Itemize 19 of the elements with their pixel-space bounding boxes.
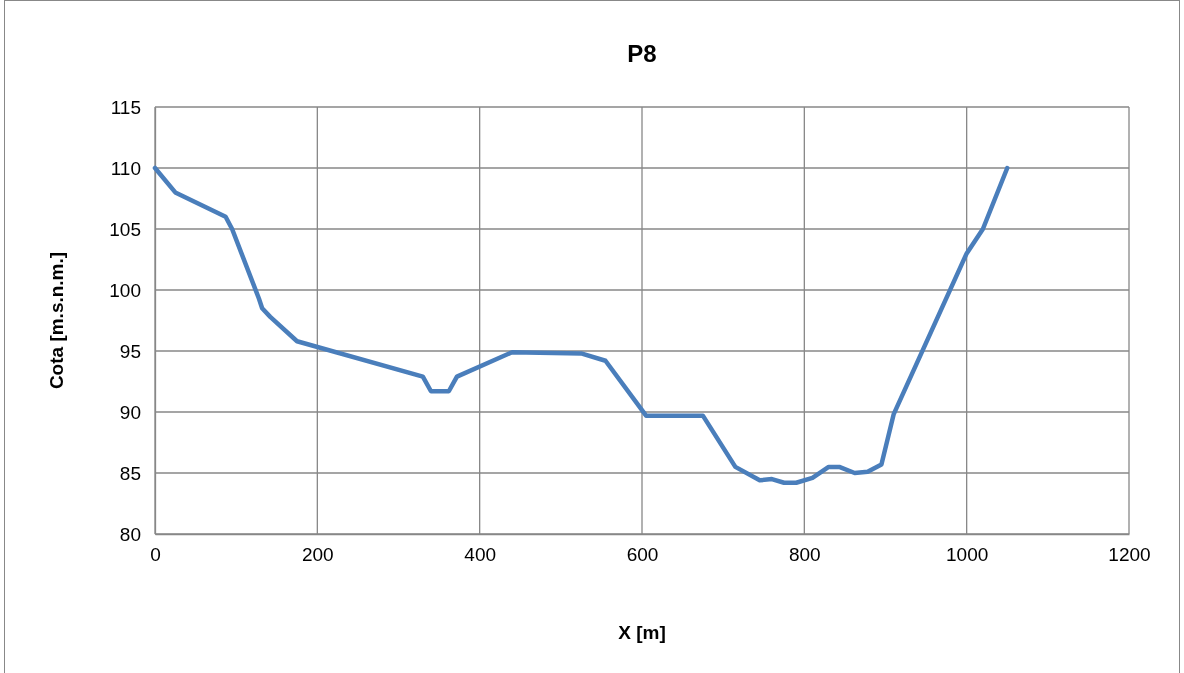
- y-tick-label: 95: [119, 340, 141, 362]
- x-tick-label: 400: [464, 544, 497, 566]
- x-tick-label: 0: [150, 544, 161, 566]
- y-tick-label: 80: [119, 523, 141, 545]
- y-tick-label: 105: [109, 218, 141, 240]
- y-tick-label: 115: [110, 96, 141, 118]
- line-series: [152, 165, 1010, 486]
- y-tick-label: 100: [109, 279, 141, 301]
- x-tick-label: 1000: [946, 544, 989, 566]
- x-tick-label: 600: [626, 544, 659, 566]
- x-tick-label: 1200: [1108, 544, 1151, 566]
- y-axis-title: Cota [m.s.n.m.]: [46, 251, 67, 390]
- x-axis-title: X [m]: [618, 622, 666, 643]
- y-tick-label: 110: [110, 157, 141, 179]
- y-tick-label: 90: [119, 401, 141, 423]
- chart-title: P8: [627, 40, 657, 67]
- y-tick-label: 85: [119, 462, 141, 484]
- x-tick-label: 200: [301, 544, 334, 566]
- x-tick-label: 800: [788, 544, 821, 566]
